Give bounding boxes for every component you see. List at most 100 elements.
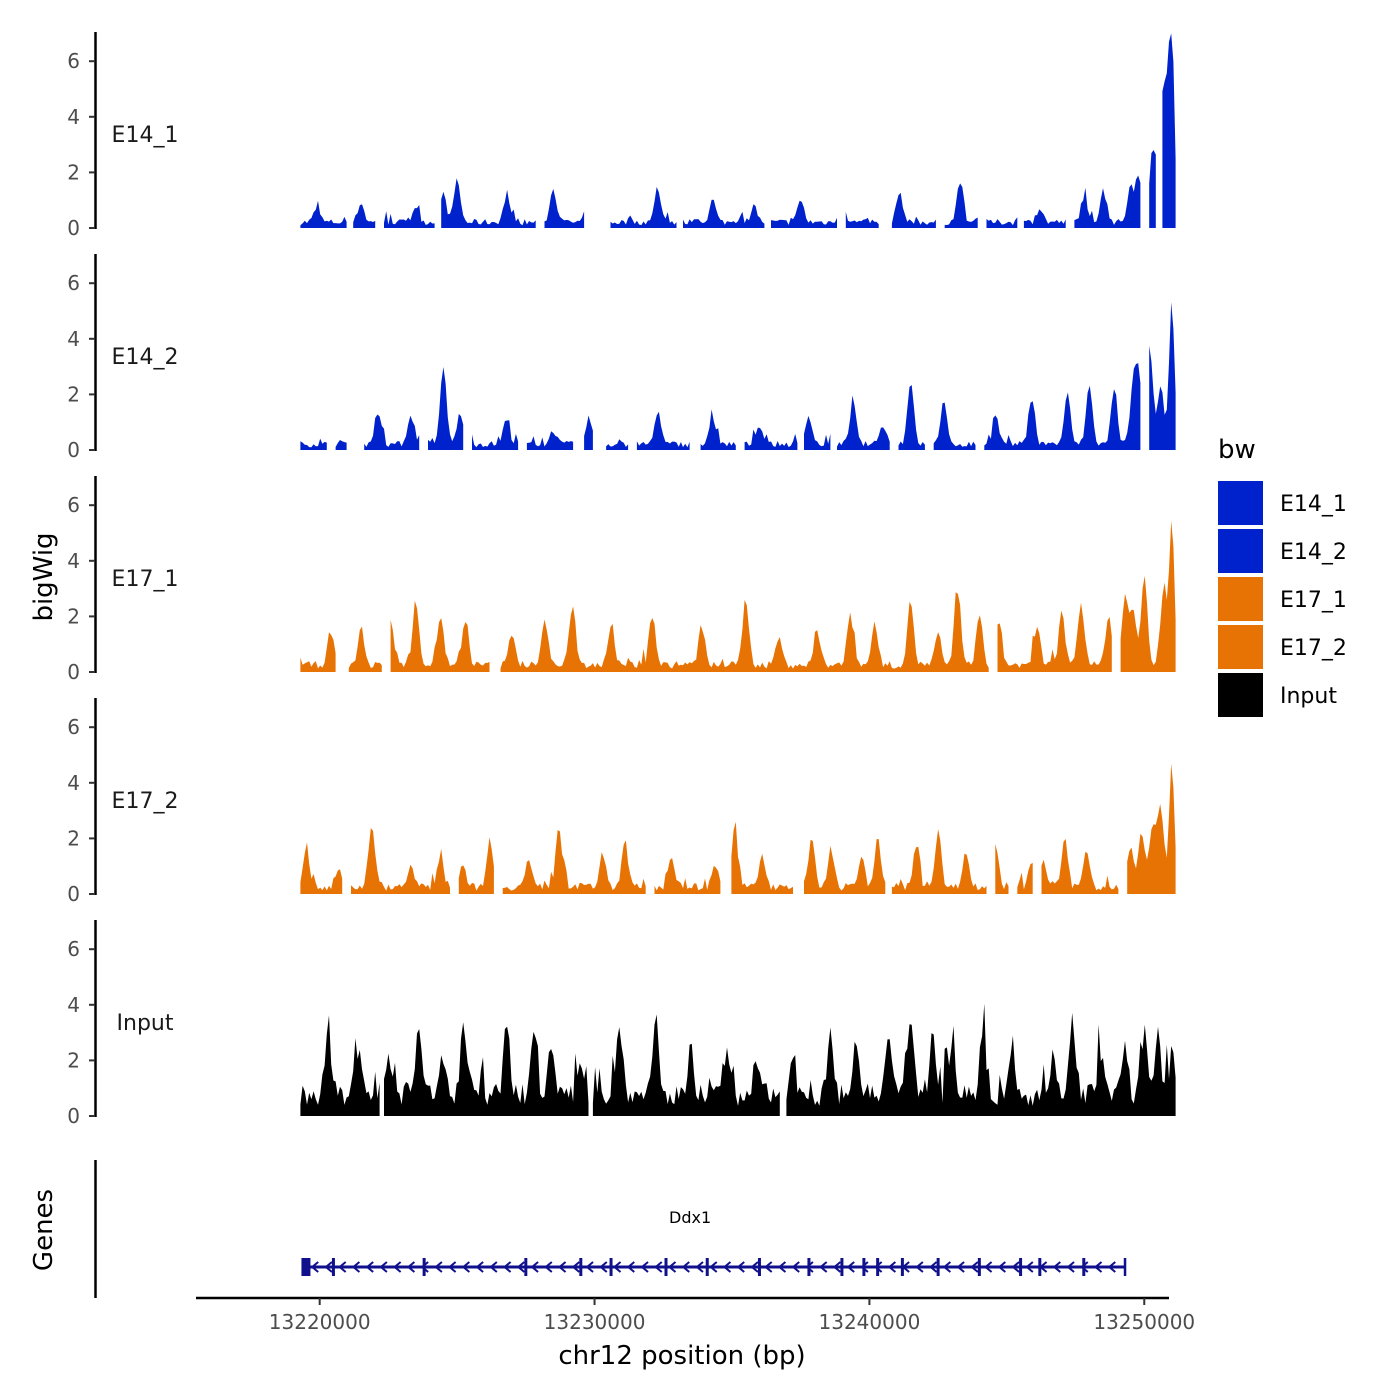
coverage-area-segment — [384, 205, 435, 228]
coverage-area-segment — [526, 431, 574, 450]
legend-label: Input — [1280, 684, 1337, 709]
track-label: E14_2 — [112, 345, 179, 370]
legend-label: E17_1 — [1280, 588, 1347, 613]
legend-item-input: Input — [1218, 673, 1337, 717]
track-input: 0 2 4 6 Input — [67, 920, 1176, 1128]
coverage-area-segment — [584, 415, 593, 450]
strand-arrow — [722, 1261, 732, 1273]
exon — [757, 1258, 761, 1276]
exon — [1038, 1258, 1042, 1276]
y-tick-label: 0 — [67, 216, 80, 240]
legend-label: E14_2 — [1280, 540, 1347, 565]
strand-arrow — [736, 1261, 745, 1273]
track-label: E17_1 — [112, 567, 179, 592]
coverage-area-segment — [610, 186, 677, 228]
y-tick-label: 0 — [67, 1104, 80, 1128]
y-tick-label: 0 — [67, 660, 80, 684]
legend-title: bw — [1218, 435, 1256, 465]
exon — [609, 1258, 613, 1276]
exon — [1019, 1258, 1023, 1276]
coverage-area-segment — [428, 367, 464, 450]
coverage-area-segment — [891, 829, 987, 894]
coverage-area-segment — [731, 821, 793, 894]
strand-arrow — [997, 1261, 1006, 1273]
strand-arrow — [393, 1261, 402, 1273]
coverage-area-segment — [300, 632, 336, 672]
strand-arrow — [503, 1261, 512, 1273]
coverage-area-segment — [944, 183, 978, 228]
strand-arrow — [667, 1261, 677, 1273]
coverage-area-segment — [335, 440, 347, 450]
genes-track: Ddx1 — [94, 1160, 1127, 1298]
legend-item-e17-1: E17_1 — [1218, 577, 1347, 621]
coverage-area-segment — [472, 420, 519, 450]
coverage-area-segment — [351, 828, 450, 894]
x-axis-title: chr12 position (bp) — [558, 1341, 805, 1371]
y-tick-label: 4 — [67, 771, 80, 795]
exon — [862, 1258, 866, 1276]
y-tick-label: 6 — [67, 271, 80, 295]
strand-arrow — [558, 1261, 567, 1273]
coverage-area-segment — [1162, 33, 1176, 229]
strand-arrow — [338, 1261, 347, 1273]
track-label: E17_2 — [112, 789, 179, 814]
strand-arrow — [640, 1261, 649, 1273]
x-tick-label: 13250000 — [1093, 1310, 1195, 1334]
strand-arrow — [351, 1261, 361, 1273]
y-tick-label: 6 — [67, 715, 80, 739]
track-e14-2: 0 2 4 6 E14_2 — [67, 254, 1176, 462]
y-tick-label: 6 — [67, 937, 80, 961]
exon — [807, 1258, 811, 1276]
coverage-area-segment — [636, 411, 690, 450]
strand-arrow — [1066, 1261, 1075, 1273]
coverage-tracks: 0 2 4 6 E14_1 0 2 4 6 E14_2 0 2 4 6 E17_1 0 2 4 6 E17_2 0 2 4 6… — [67, 32, 1176, 1128]
legend-swatch — [1218, 577, 1263, 621]
legend-item-e14-2: E14_2 — [1218, 529, 1347, 573]
strand-arrow — [970, 1261, 979, 1273]
strand-arrow — [406, 1261, 416, 1273]
track-label: E14_1 — [112, 123, 179, 148]
y-tick-label: 2 — [67, 160, 80, 184]
strand-arrow — [612, 1261, 622, 1273]
strand-arrow — [874, 1261, 883, 1273]
coverage-area-segment — [500, 592, 989, 672]
coverage-area-segment — [300, 200, 347, 228]
coverage-area-segment — [986, 217, 1018, 228]
coverage-area-segment — [544, 188, 585, 228]
y-tick-label: 0 — [67, 438, 80, 462]
legend-swatch — [1218, 481, 1263, 525]
coverage-area-segment — [771, 200, 837, 228]
y-tick-label: 6 — [67, 493, 80, 517]
y-tick-label: 4 — [67, 327, 80, 351]
coverage-area-segment — [458, 837, 494, 894]
coverage-area-segment — [441, 178, 536, 228]
strand-arrow — [750, 1261, 759, 1273]
exon — [977, 1258, 981, 1276]
strand-arrow — [599, 1261, 608, 1273]
strand-arrow — [434, 1261, 443, 1273]
exon — [840, 1258, 844, 1276]
coverage-area-segment — [1149, 150, 1156, 228]
track-e14-1: 0 2 4 6 E14_1 — [67, 32, 1176, 240]
track-label: Input — [117, 1011, 174, 1036]
strand-arrow — [365, 1261, 374, 1273]
legend: bw E14_1 E14_2 E17_1 E17_2 Input — [1218, 435, 1347, 717]
coverage-area-segment — [1120, 520, 1176, 672]
coverage-area-segment — [995, 843, 1009, 894]
y-tick-label: 0 — [67, 882, 80, 906]
y-tick-label: 6 — [67, 49, 80, 73]
coverage-area-segment — [1127, 763, 1176, 894]
strand-arrow — [791, 1261, 800, 1273]
coverage-area-segment — [353, 204, 376, 228]
strand-arrow — [448, 1261, 457, 1273]
strand-arrow — [654, 1261, 663, 1273]
coverage-area-segment — [300, 842, 343, 894]
coverage-area-segment — [891, 192, 936, 228]
strand-arrow — [915, 1261, 924, 1273]
y-tick-label: 2 — [67, 604, 80, 628]
coverage-area-segment — [384, 1022, 589, 1116]
exon — [422, 1258, 426, 1276]
exon — [524, 1258, 528, 1276]
coverage-area-segment — [984, 363, 1141, 450]
